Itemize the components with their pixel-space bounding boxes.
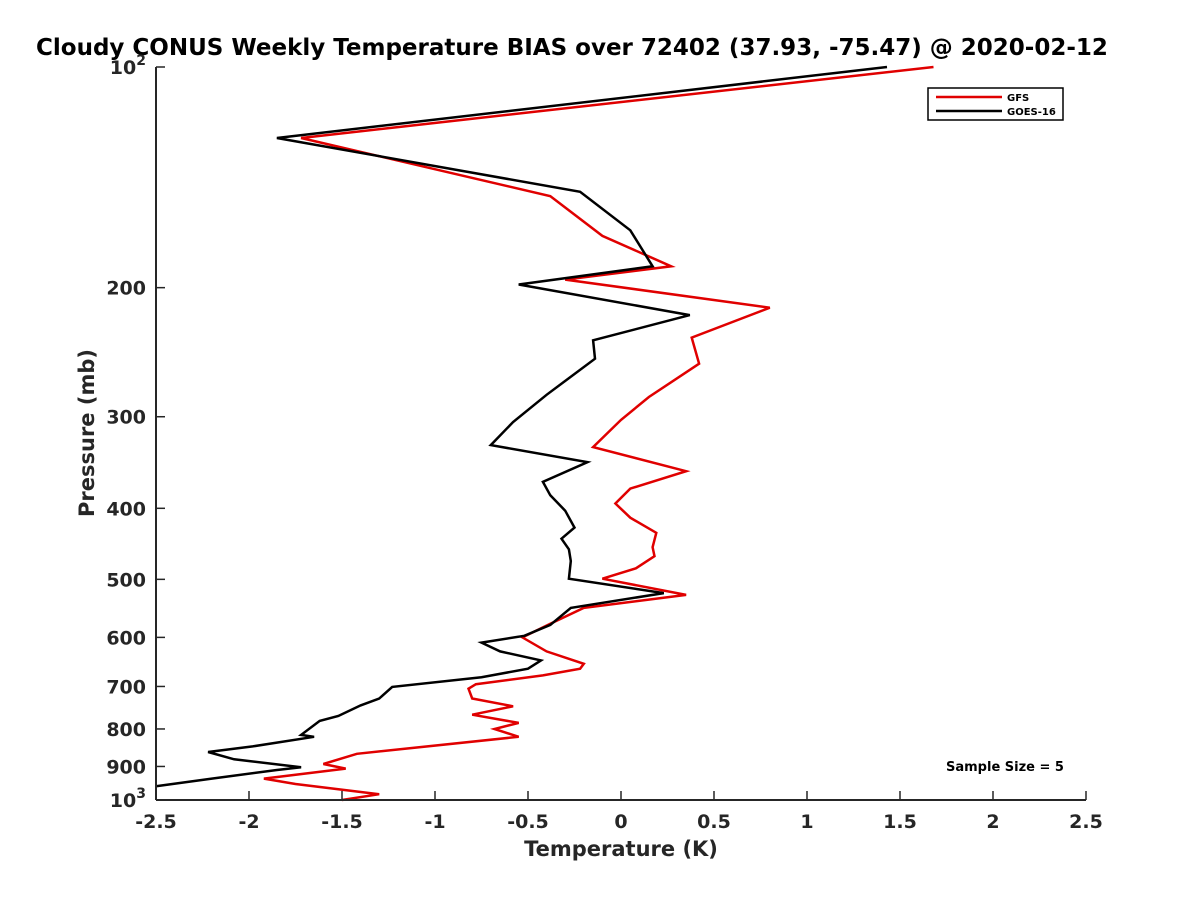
x-tick-label: -2 (238, 811, 259, 833)
x-tick-label: 1.5 (883, 811, 917, 833)
y-tick-label: 103 (110, 786, 146, 812)
legend-box (927, 87, 1064, 121)
x-tick-label: 2.5 (1069, 811, 1103, 833)
series-line-goes16 (155, 65, 888, 788)
sample-size-note: Sample Size = 5 (946, 760, 1064, 775)
y-tick-label: 800 (106, 719, 146, 741)
series-line-gfs (263, 65, 934, 802)
y-axis-label: Pressure (mb) (75, 349, 99, 517)
x-axis-ticks: -2.5 -2 -1.5 -1 -0.5 0 0.5 1 1.5 2 2.5 (135, 791, 1103, 833)
legend-label-goes16: GOES-16 (1007, 107, 1056, 118)
x-axis-label: Temperature (K) (524, 837, 718, 861)
y-tick-label: 400 (106, 498, 146, 520)
y-tick-label: 300 (106, 407, 146, 429)
x-tick-label: 0 (614, 811, 627, 833)
chart-title: Cloudy CONUS Weekly Temperature BIAS ove… (36, 35, 1108, 61)
x-tick-label: 2 (986, 811, 999, 833)
legend: GFS GOES-16 (927, 87, 1064, 121)
x-tick-label: -0.5 (507, 811, 549, 833)
plot-area: -2.5 -2 -1.5 -1 -0.5 0 0.5 1 1.5 2 2.5 102 200 300 40… (106, 53, 1103, 833)
x-tick-label: -1 (424, 811, 445, 833)
x-tick-label: -2.5 (135, 811, 177, 833)
x-tick-label: 0.5 (697, 811, 731, 833)
legend-label-gfs: GFS (1007, 93, 1029, 104)
y-axis-ticks: 102 200 300 400 500 600 700 800 900 103 (106, 53, 165, 812)
y-tick-label: 200 (106, 278, 146, 300)
x-tick-label: 1 (800, 811, 813, 833)
y-tick-label: 900 (106, 756, 146, 778)
y-tick-label: 700 (106, 676, 146, 698)
x-tick-label: -1.5 (321, 811, 363, 833)
y-tick-label: 102 (110, 53, 146, 79)
y-tick-label: 500 (106, 569, 146, 591)
y-tick-label: 600 (106, 627, 146, 649)
series-layer (155, 65, 934, 802)
